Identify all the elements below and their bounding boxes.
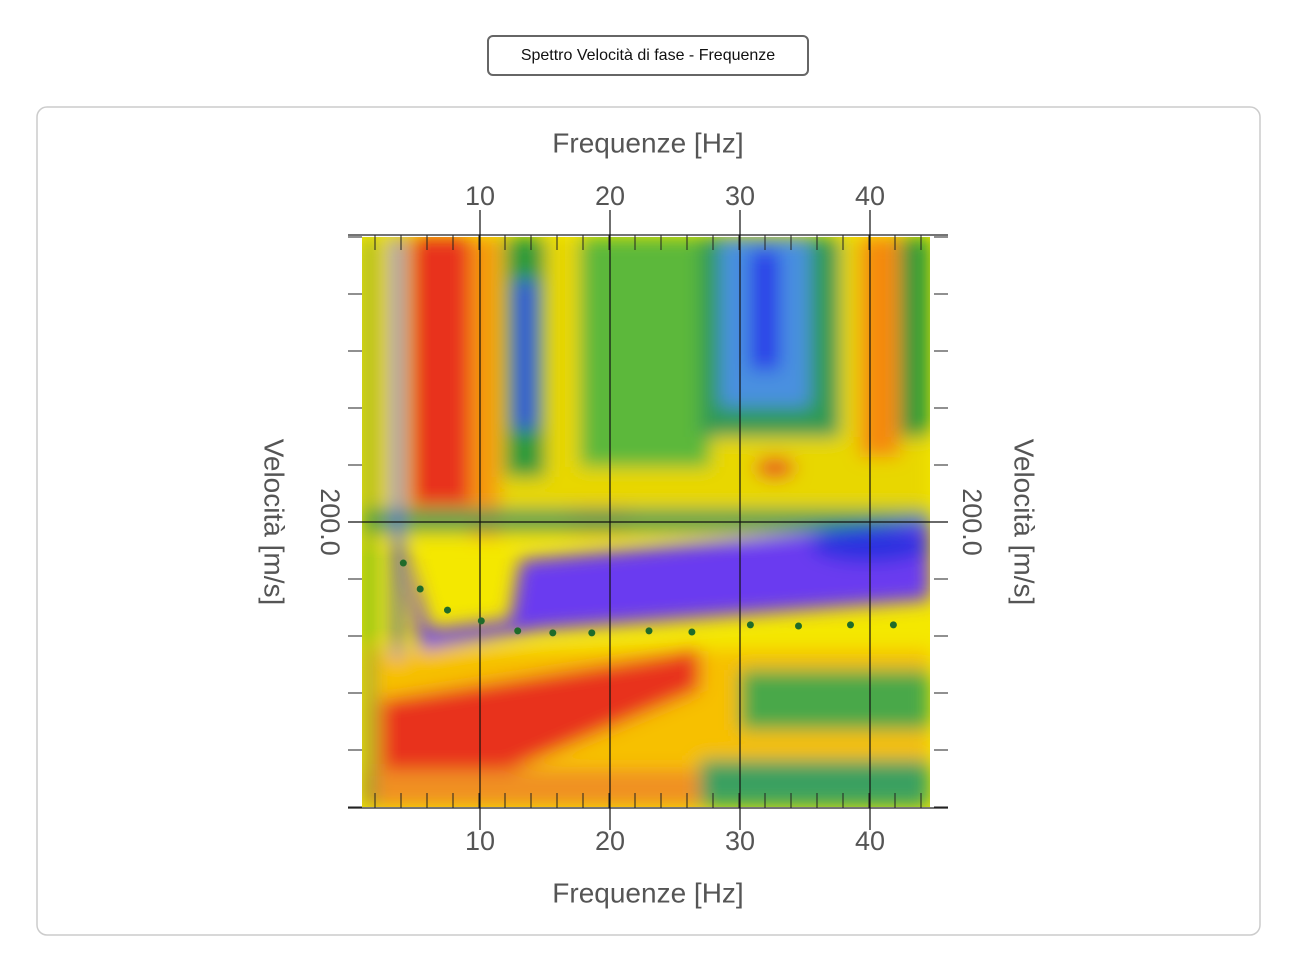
y-tick-label: 200.0 (315, 488, 345, 556)
pick-point (646, 627, 653, 634)
pick-point (478, 617, 485, 624)
pick-point (588, 629, 595, 636)
x-tick-label-top: 30 (725, 181, 755, 211)
pick-point (688, 629, 695, 636)
x-tick-label: 30 (725, 826, 755, 856)
x-tick-label: 40 (855, 826, 885, 856)
x-tick-label-top: 20 (595, 181, 625, 211)
button-label[interactable]: Spettro Velocità di fase - Frequenze (521, 47, 775, 64)
y-axis-title: Velocità [m/s] (259, 439, 290, 606)
x-tick-label-top: 40 (855, 181, 885, 211)
pick-point (400, 560, 407, 567)
pick-point (417, 585, 424, 592)
y2-axis-title: Velocità [m/s] (1009, 439, 1040, 606)
pick-point (890, 621, 897, 628)
x-tick-label: 20 (595, 826, 625, 856)
pick-point (514, 627, 521, 634)
x-tick-label-top: 10 (465, 181, 495, 211)
pick-point (444, 607, 451, 614)
page: Spettro Velocità di fase - Frequenze (0, 0, 1291, 961)
chart: Spettro Velocità di fase - Frequenze (0, 0, 1291, 961)
x-tick-label: 10 (465, 826, 495, 856)
pick-point (549, 629, 556, 636)
pick-point (747, 621, 754, 628)
x-axis-title: Frequenze [Hz] (552, 877, 743, 908)
pick-point (847, 621, 854, 628)
pick-point (795, 623, 802, 630)
x-axis-title-top: Frequenze [Hz] (552, 127, 743, 158)
y2-tick-label: 200.0 (957, 488, 987, 556)
